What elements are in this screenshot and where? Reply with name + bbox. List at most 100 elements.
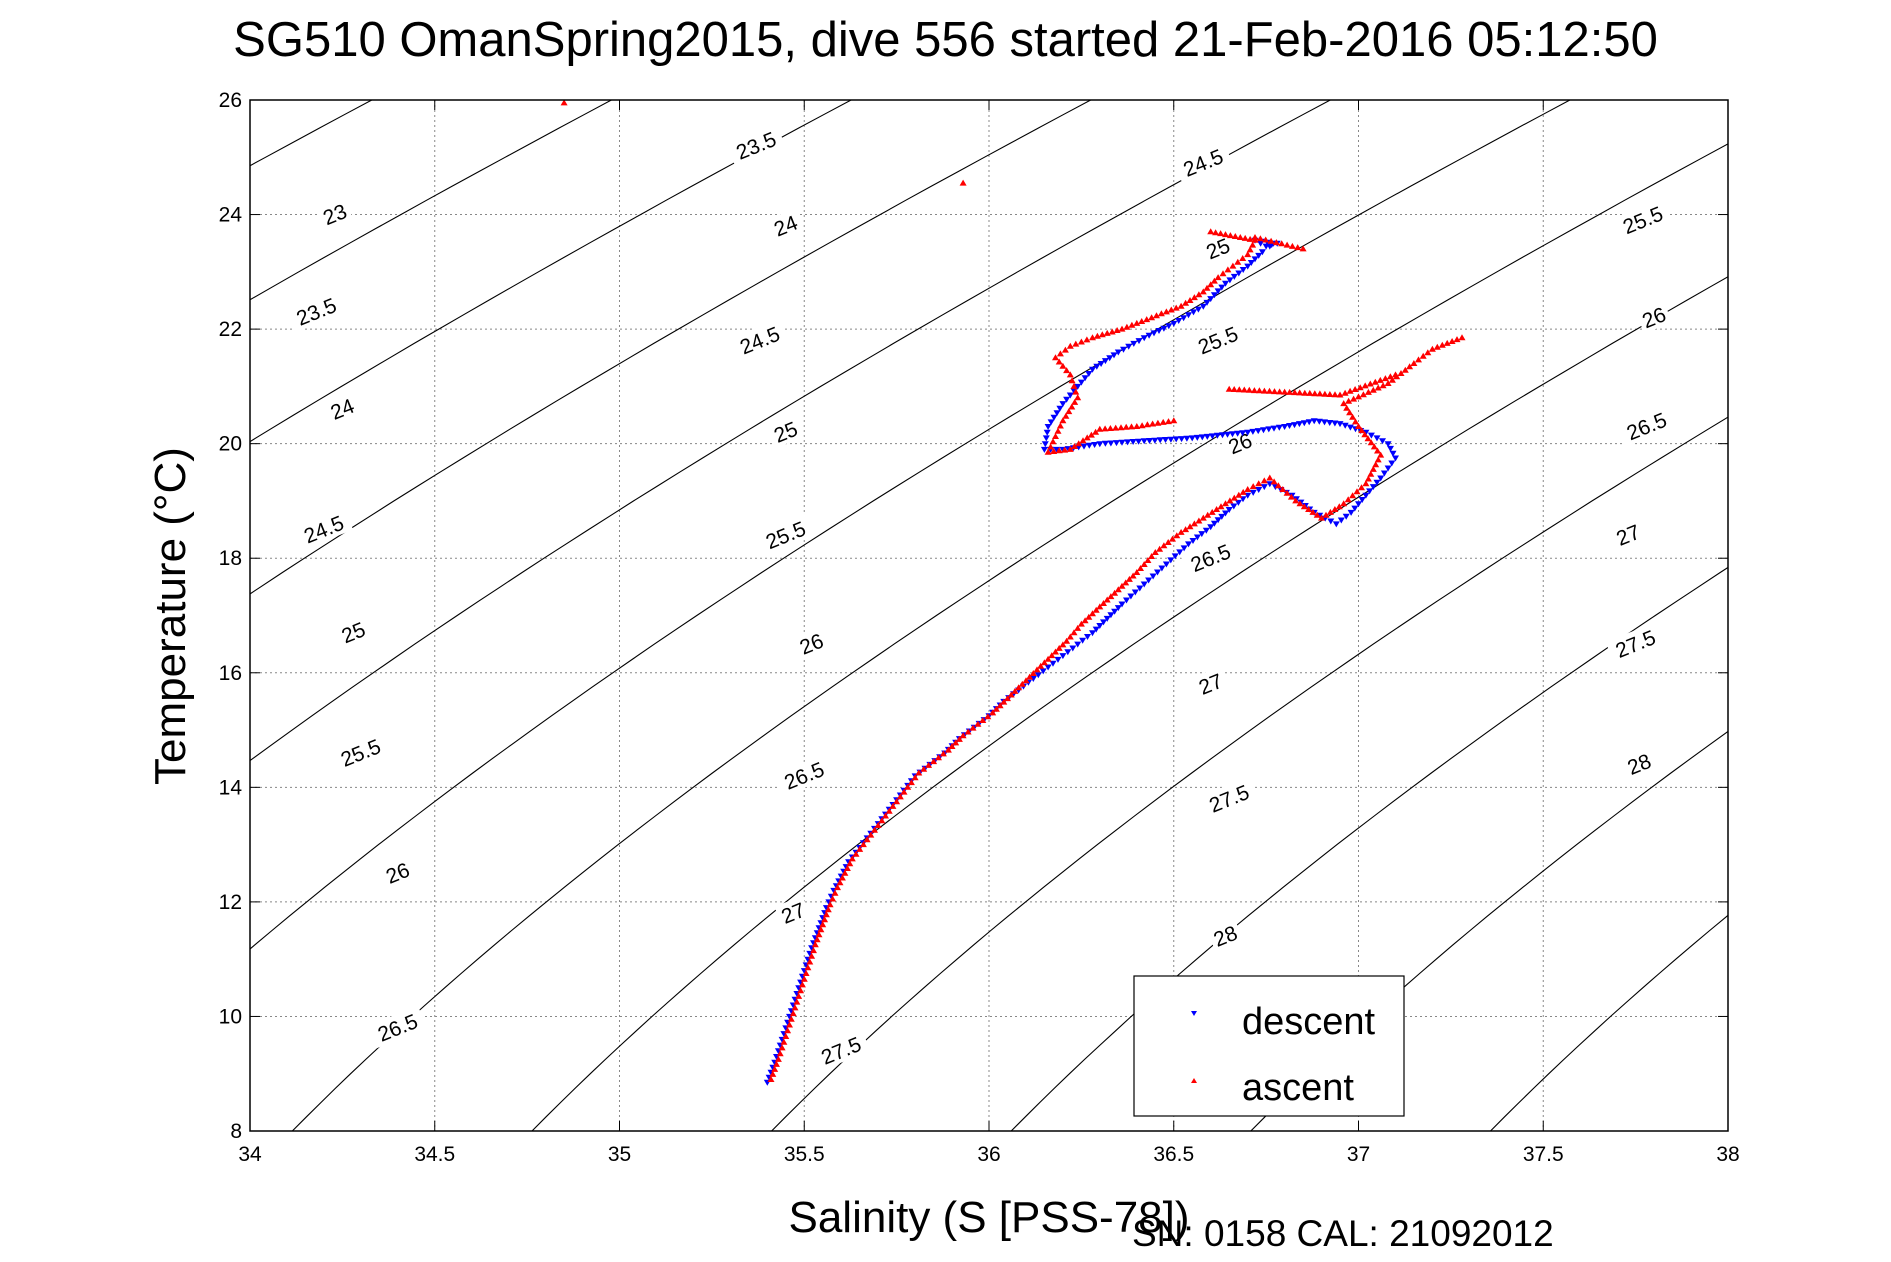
descent-point (1136, 585, 1144, 592)
ascent-point (826, 901, 834, 908)
descent-point (1146, 438, 1153, 444)
ascent-point (1111, 589, 1119, 596)
ascent-point (1217, 503, 1225, 510)
descent-point (1158, 565, 1166, 572)
ascent-point (1071, 443, 1078, 449)
ascent-point (1079, 437, 1087, 444)
ascent-point (1283, 489, 1291, 496)
ascent-point (1322, 511, 1330, 518)
contour-label-bg (1609, 517, 1647, 552)
ascent-point (1384, 380, 1392, 386)
ascent-point (1438, 341, 1446, 348)
descent-point (1203, 433, 1211, 440)
ascent-point (1340, 400, 1348, 407)
ascent-point (789, 1010, 797, 1017)
descent-point (1337, 517, 1345, 524)
descent-point (1089, 630, 1096, 637)
descent-point (1081, 375, 1089, 382)
descent-point (1096, 623, 1104, 629)
ascent-point (852, 850, 860, 857)
ascent-point (1229, 262, 1237, 269)
ascent-point (1122, 579, 1130, 586)
descent-point (1140, 581, 1148, 588)
y-tick-label: 16 (219, 662, 242, 685)
ascent-point (1222, 500, 1229, 507)
ascent-point (867, 831, 875, 838)
ascent-point (1346, 409, 1354, 416)
ascent-point (1266, 387, 1273, 394)
descent-point (1254, 428, 1262, 435)
ascent-point (795, 992, 803, 999)
descent-point (1198, 434, 1206, 441)
descent-point (1040, 446, 1048, 453)
descent-point (1193, 534, 1201, 541)
ascent-point (791, 1004, 799, 1011)
descent-point (1210, 292, 1218, 299)
descent-point (1199, 303, 1207, 310)
x-tick-label: 36 (977, 1143, 1000, 1166)
contour-label-bg (293, 507, 354, 550)
x-tick-label: 35.5 (784, 1143, 825, 1166)
contour-label-bg (767, 208, 804, 242)
ascent-point (1044, 655, 1052, 662)
ascent-point (1133, 319, 1141, 326)
contour-label-bg (1199, 231, 1237, 265)
ascent-point (992, 705, 1000, 712)
ascent-point (817, 926, 825, 933)
ascent-point (1299, 245, 1307, 252)
descent-point (1135, 438, 1143, 445)
ascent-point (1397, 370, 1405, 376)
descent-point (1358, 497, 1366, 503)
isopycnal-line (0, 100, 132, 1131)
x-tick-label: 34.5 (414, 1143, 455, 1166)
descent-point (1222, 510, 1229, 517)
contour-label-bg (1635, 300, 1673, 334)
ascent-point (1047, 443, 1055, 450)
ascent-point (1225, 385, 1233, 392)
ascent-point (804, 964, 812, 971)
descent-point (1321, 419, 1328, 426)
ascent-point (1044, 448, 1052, 455)
descent-point (1097, 361, 1105, 367)
descent-point (1291, 422, 1298, 429)
descent-point (1239, 430, 1247, 437)
ascent-point (882, 812, 889, 819)
descent-point (1074, 641, 1082, 648)
ascent-point (1255, 480, 1263, 487)
ascent-point (793, 998, 801, 1005)
ascent-point (1083, 434, 1091, 441)
ascent-point (1294, 244, 1302, 251)
ascent-point (1374, 384, 1382, 391)
descent-point (1047, 419, 1055, 426)
contour-label-bg (286, 289, 346, 333)
y-tick-label: 18 (219, 547, 242, 570)
ascent-point (1066, 342, 1074, 349)
ascent-point (1096, 603, 1104, 610)
descent-point (1260, 427, 1267, 434)
ascent-point (1344, 496, 1352, 503)
descent-point (1224, 431, 1231, 438)
ascent-point (1138, 422, 1146, 429)
descent-point (1193, 434, 1201, 441)
ascent-point (1359, 391, 1367, 398)
ascent-point (1122, 423, 1130, 430)
descent-point (1103, 615, 1111, 622)
ascent-point (1448, 338, 1456, 344)
ascent-point (846, 860, 854, 867)
descent-point (1162, 561, 1170, 568)
descent-point (1150, 330, 1158, 337)
descent-point (1042, 435, 1050, 442)
ascent-point (1101, 425, 1109, 432)
contour-label-bg (330, 730, 390, 774)
descent-point (1049, 660, 1057, 667)
ascent-point (1062, 412, 1070, 419)
isopycnal-line (250, 100, 1091, 595)
descent-point (1336, 421, 1344, 428)
descent-point (1384, 465, 1392, 472)
descent-point (1093, 363, 1101, 370)
descent-point (1084, 634, 1091, 640)
ascent-point (889, 802, 897, 809)
descent-point (1255, 487, 1263, 493)
descent-point (1230, 273, 1238, 280)
ascent-point (1018, 680, 1026, 687)
